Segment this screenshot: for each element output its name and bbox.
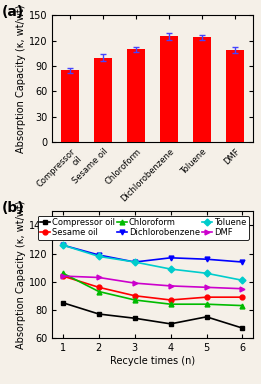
Bar	[160, 36, 178, 142]
Chloroform	[97, 289, 100, 294]
Toluene	[169, 267, 172, 271]
Toluene	[241, 278, 244, 283]
DMF	[61, 274, 64, 278]
Bar	[193, 37, 211, 142]
Bar	[94, 58, 112, 142]
Toluene	[61, 243, 64, 247]
Bar	[127, 49, 145, 142]
Dichlorobenzene	[241, 260, 244, 264]
DMF	[241, 286, 244, 291]
Compressor oil	[169, 321, 172, 326]
Chloroform	[205, 302, 208, 306]
Sesame oil	[205, 295, 208, 300]
Sesame oil	[97, 285, 100, 290]
Sesame oil	[169, 298, 172, 302]
Line: DMF: DMF	[61, 274, 245, 291]
Compressor oil	[97, 312, 100, 316]
Toluene	[97, 254, 100, 259]
Sesame oil	[241, 295, 244, 300]
Bar	[226, 50, 244, 142]
DMF	[169, 284, 172, 288]
Y-axis label: Absorption Capacity (κ, wt/wt): Absorption Capacity (κ, wt/wt)	[16, 200, 26, 349]
Line: Toluene: Toluene	[61, 243, 245, 283]
Dichlorobenzene	[97, 253, 100, 257]
Sesame oil	[133, 293, 136, 298]
DMF	[133, 281, 136, 285]
Chloroform	[241, 303, 244, 308]
Chloroform	[61, 271, 64, 276]
Toluene	[205, 271, 208, 276]
Chloroform	[133, 298, 136, 302]
Compressor oil	[61, 300, 64, 305]
Compressor oil	[205, 314, 208, 319]
Y-axis label: Absorption Capacity (κ, wt/wt): Absorption Capacity (κ, wt/wt)	[16, 4, 26, 153]
DMF	[97, 275, 100, 280]
X-axis label: Recycle times (n): Recycle times (n)	[110, 356, 195, 366]
Text: (a): (a)	[2, 5, 24, 19]
Compressor oil	[241, 326, 244, 330]
Bar	[61, 70, 79, 142]
Line: Dichlorobenzene: Dichlorobenzene	[61, 243, 245, 265]
Toluene	[133, 260, 136, 264]
Chloroform	[169, 302, 172, 306]
Legend: Compressor oil, Sesame oil, Chloroform, Dichlorobenzene, Toluene, DMF: Compressor oil, Sesame oil, Chloroform, …	[38, 215, 249, 240]
Dichlorobenzene	[169, 255, 172, 260]
Line: Sesame oil: Sesame oil	[61, 274, 245, 303]
Line: Compressor oil: Compressor oil	[61, 300, 245, 331]
Sesame oil	[61, 274, 64, 278]
Dichlorobenzene	[205, 257, 208, 262]
Compressor oil	[133, 316, 136, 321]
Dichlorobenzene	[61, 243, 64, 247]
Dichlorobenzene	[133, 260, 136, 264]
DMF	[205, 285, 208, 290]
Line: Chloroform: Chloroform	[61, 271, 245, 308]
Text: (b): (b)	[2, 201, 25, 215]
